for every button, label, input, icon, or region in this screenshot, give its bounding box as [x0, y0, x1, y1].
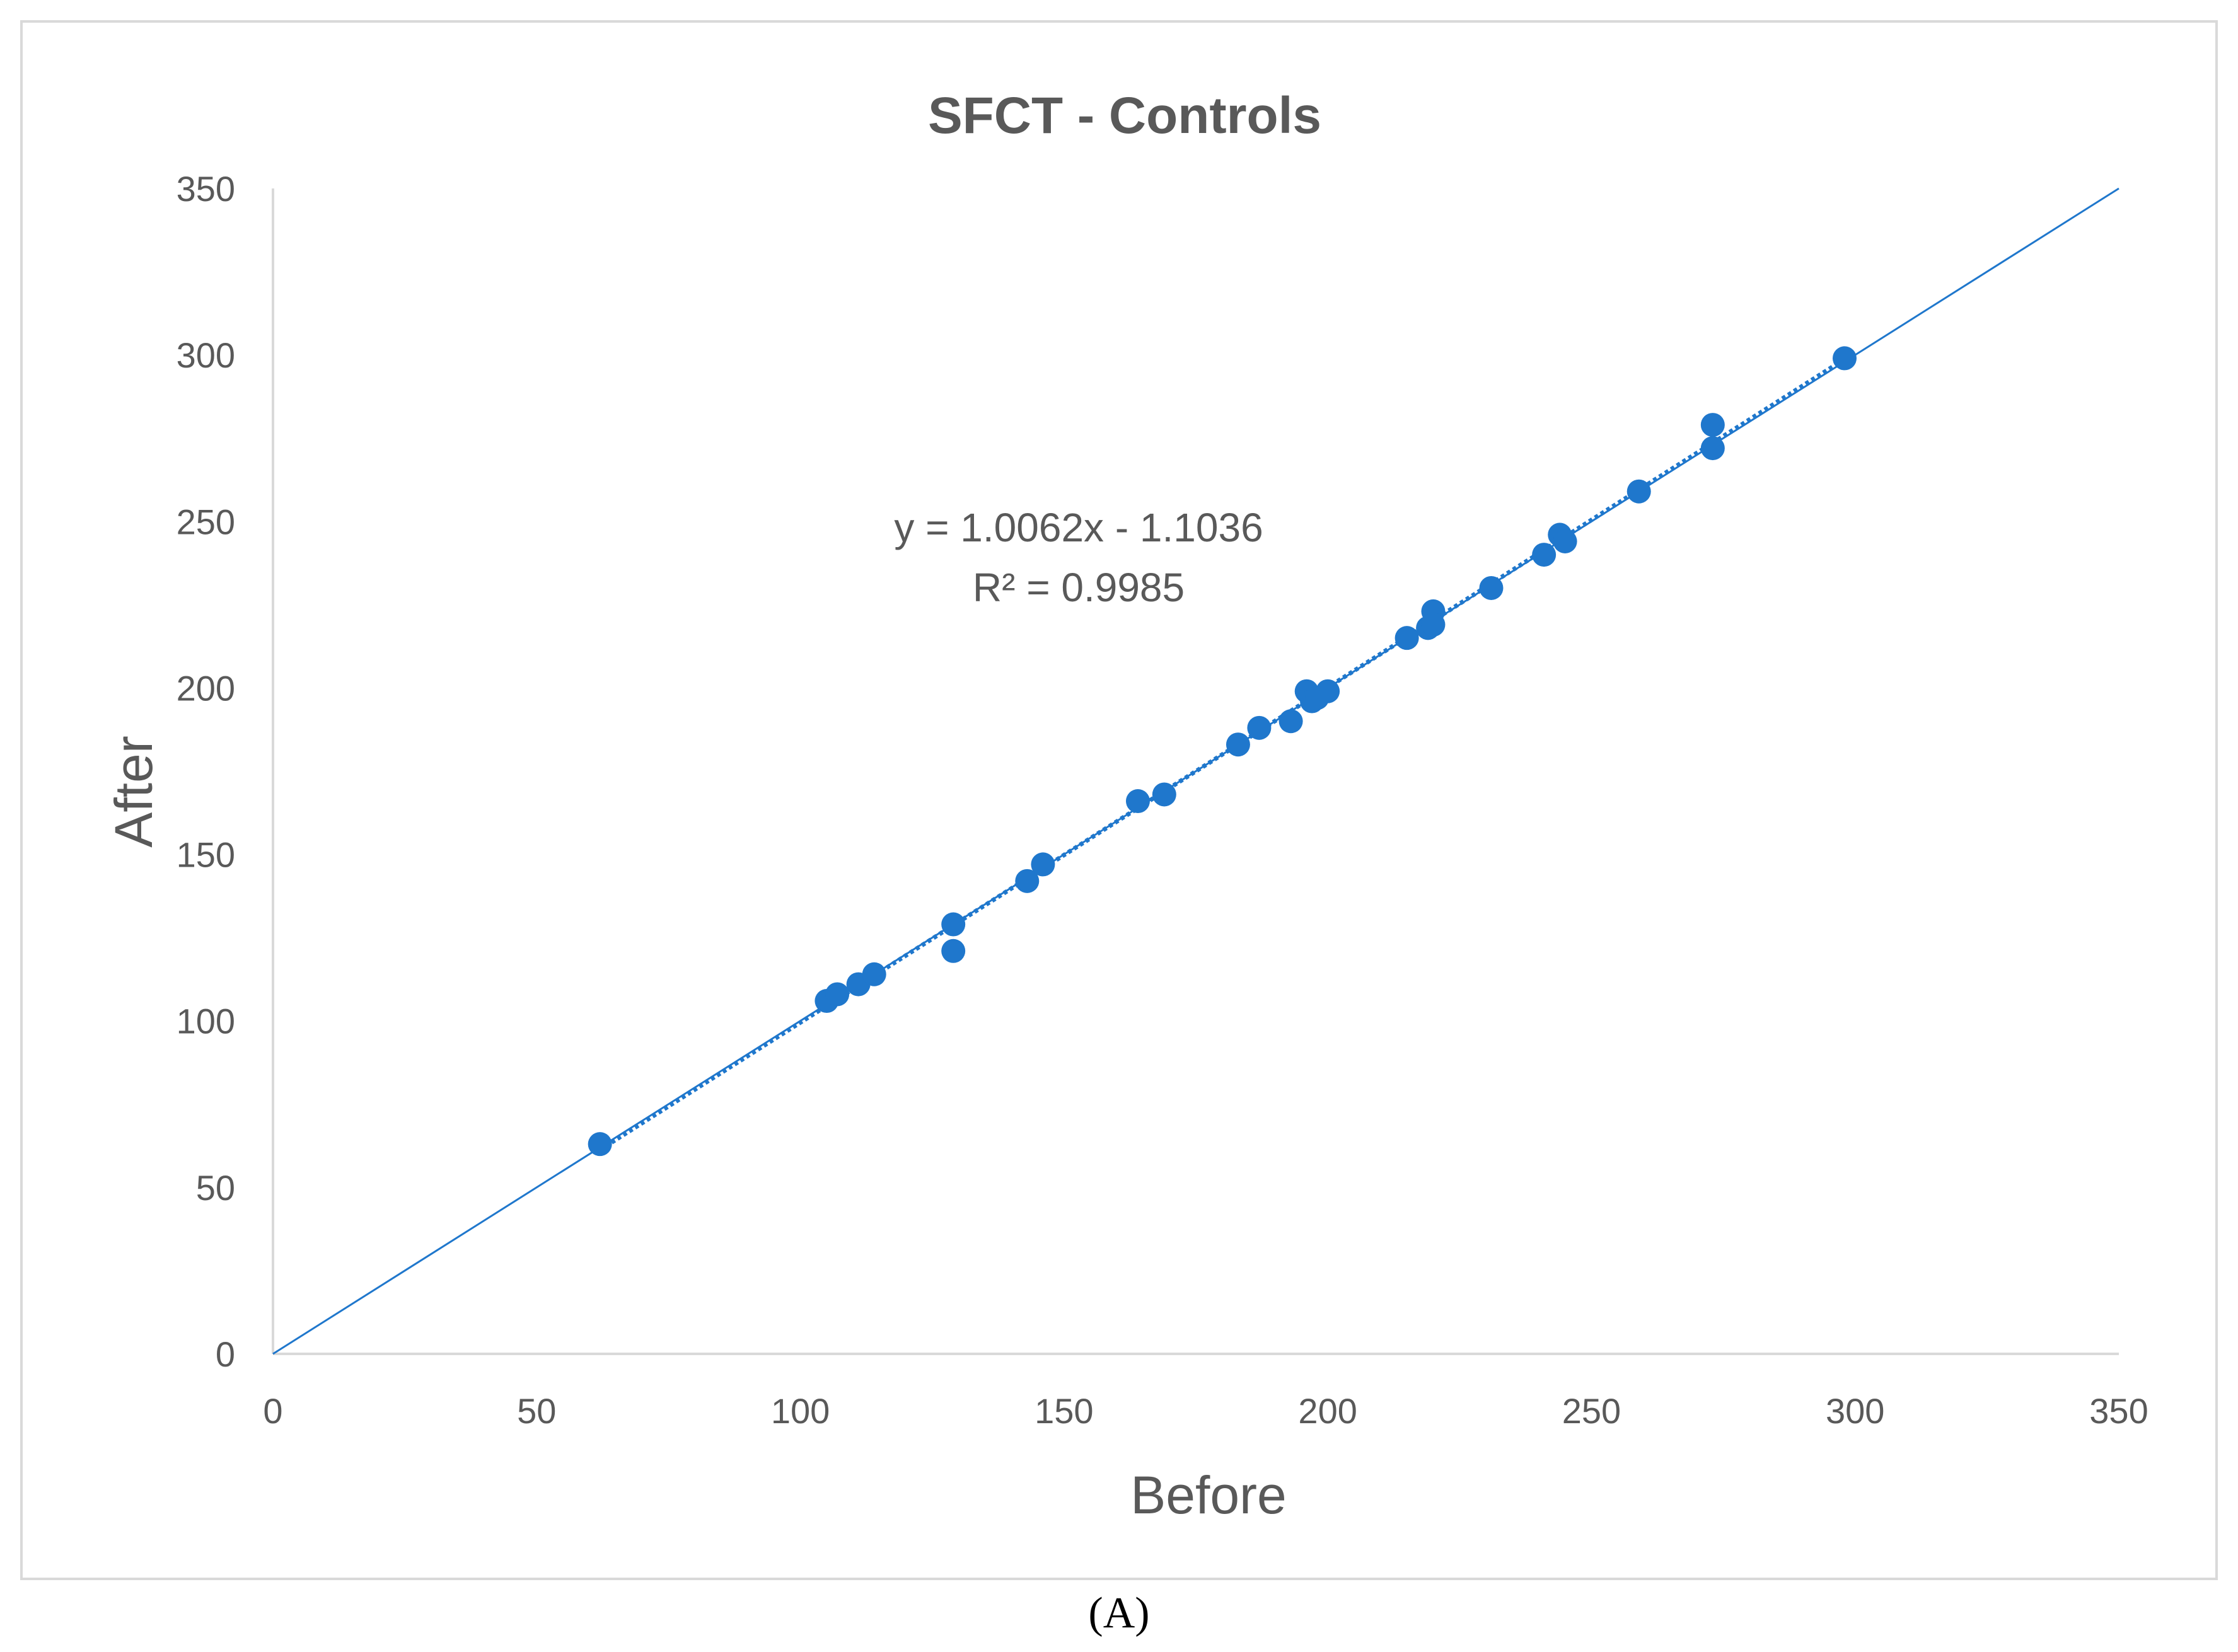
- y-tick-label: 100: [177, 1002, 235, 1041]
- data-point: [1700, 436, 1725, 461]
- x-axis-title: Before: [1130, 1465, 1287, 1525]
- x-tick-label: 350: [2089, 1391, 2148, 1431]
- chart-title: SFCT - Controls: [928, 87, 1321, 144]
- data-point: [1152, 782, 1176, 807]
- data-point: [588, 1132, 612, 1157]
- identity-line: [272, 187, 2119, 1355]
- data-point: [1479, 575, 1504, 600]
- data-point: [1278, 709, 1303, 734]
- x-tick-label: 150: [1035, 1391, 1093, 1431]
- y-tick-label: 300: [177, 335, 235, 375]
- data-point: [1125, 789, 1150, 814]
- data-point: [1031, 852, 1055, 877]
- data-point: [941, 939, 966, 963]
- trendline: [598, 357, 1846, 1152]
- data-point: [1316, 679, 1340, 703]
- x-tick-label: 50: [517, 1391, 556, 1431]
- scatter-chart: SFCT - Controls 0 50 100 150 200 250 300 350 0 5…: [104, 87, 2148, 1525]
- data-point: [1226, 732, 1250, 757]
- y-tick-label: 150: [177, 835, 235, 875]
- data-point: [1532, 543, 1557, 567]
- data-point: [1832, 346, 1857, 371]
- data-point: [862, 962, 886, 986]
- x-tick-label: 100: [771, 1391, 830, 1431]
- data-point: [1553, 529, 1577, 553]
- trendline-equation: y = 1.0062x - 1.1036: [894, 505, 1263, 550]
- data-point: [1626, 479, 1651, 504]
- panel-label: (A): [1088, 1589, 1150, 1638]
- data-point: [1421, 613, 1446, 637]
- y-tick-label: 250: [177, 502, 235, 541]
- data-point: [1247, 715, 1272, 740]
- y-tick-label: 200: [177, 668, 235, 708]
- x-tick-label: 0: [263, 1391, 282, 1431]
- data-point: [1394, 626, 1419, 650]
- data-point: [1700, 413, 1725, 437]
- y-axis-title: After: [104, 736, 163, 847]
- x-tick-label: 300: [1826, 1391, 1884, 1431]
- data-point: [825, 982, 850, 1007]
- chart-frame: SFCT - Controls 0 50 100 150 200 250 300 350 0 5…: [20, 20, 2218, 1580]
- trendline-r2: R² = 0.9985: [973, 565, 1185, 610]
- x-tick-label: 250: [1562, 1391, 1621, 1431]
- data-point: [1015, 869, 1040, 893]
- y-tick-label: 0: [216, 1334, 235, 1374]
- x-tick-label: 200: [1298, 1391, 1357, 1431]
- y-tick-label: 350: [177, 169, 235, 209]
- y-tick-label: 50: [196, 1168, 235, 1208]
- data-point: [941, 912, 966, 937]
